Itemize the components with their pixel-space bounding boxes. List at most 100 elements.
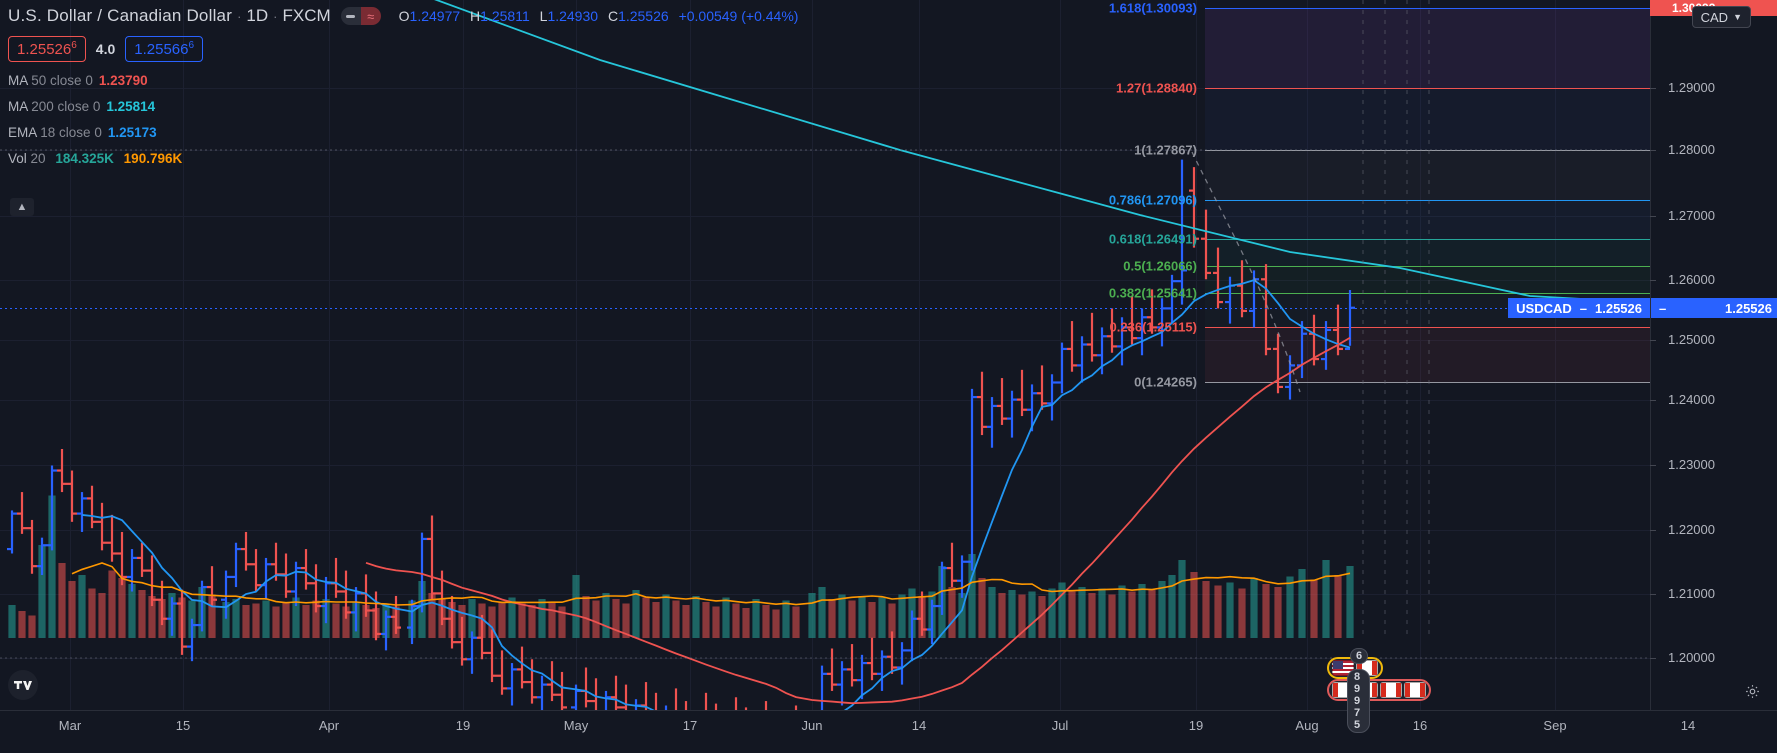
ohlc-bar (1007, 390, 1017, 438)
volume-bar (968, 554, 976, 638)
volume-bar (28, 615, 36, 638)
chart-plot-area[interactable]: 1.618(1.30093) 1.27(1.28840) 1(1.27867) 0.7… (0, 0, 1650, 710)
tick-dash (1650, 150, 1656, 151)
time-axis-tick: 14 (911, 718, 927, 733)
volume-bar (78, 575, 86, 638)
fib-label-1: 1(1.27867) (1134, 142, 1197, 158)
ohlc-bar (1107, 308, 1117, 353)
ohlc-bar (867, 637, 877, 681)
volume-bar (1138, 584, 1146, 638)
price-axis-tick: 1.29000 (1650, 79, 1777, 97)
fib-line-1.618[interactable] (1205, 8, 1650, 9)
ohlc-bar (341, 570, 351, 619)
ohlc-bar (1027, 384, 1037, 432)
ohlc-bar (1067, 321, 1077, 372)
ohlc-bar (1117, 317, 1127, 366)
bid-price-badge[interactable]: 1.255266 (8, 36, 86, 62)
series-style-button[interactable]: ≈ (360, 7, 381, 25)
time-axis-tick: Mar (58, 718, 82, 733)
ohlc-bar (321, 576, 331, 624)
volume-bar (48, 495, 56, 638)
gridline-vertical (690, 0, 691, 710)
current-price-tag[interactable]: – 1.25526 (1651, 298, 1777, 319)
legend-row-ma-0[interactable]: MA 50 close 0 1.23790 (8, 73, 798, 88)
ohlc-bar (301, 549, 311, 590)
time-axis[interactable]: Mar 15 Apr 19 May 17 Jun 14 Jul 19 Aug 16 Sep 14 (0, 710, 1777, 752)
volume-bar (888, 603, 896, 638)
volume-bar (1078, 587, 1086, 638)
volume-bar (1178, 560, 1186, 638)
currency-dropdown[interactable]: CAD ▼ (1691, 6, 1751, 28)
indicator-legend-list: MA 50 close 0 1.23790 MA 200 close 0 1.2581… (8, 73, 798, 140)
ohlc-bar (527, 659, 537, 704)
high-value: 1.25811 (480, 8, 530, 24)
volume-bar (592, 600, 600, 638)
legend-row-ema-2[interactable]: EMA 18 close 0 1.25173 (8, 125, 798, 140)
price-axis-tick: 1.22000 (1650, 521, 1777, 539)
volume-bar (272, 606, 280, 638)
fib-label-0.236: 0.236(1.25115) (1109, 319, 1197, 335)
tick-label: 1.21000 (1668, 586, 1715, 601)
tick-label: 1.24000 (1668, 392, 1715, 407)
fib-line-1.27[interactable] (1205, 88, 1650, 89)
volume-sub: 20 (30, 151, 46, 166)
tick-label: 1.20000 (1668, 650, 1715, 665)
volume-bar (762, 605, 770, 638)
volume-bar (362, 605, 370, 638)
indicator-params: 18 close 0 (40, 125, 102, 140)
ohlc-bar (1057, 342, 1067, 394)
volume-bar (662, 594, 670, 638)
volume-bar (1214, 585, 1222, 638)
price-axis[interactable]: 1.30093 CAD ▼ 1.290001.280001.270001.260… (1650, 0, 1777, 710)
gridline-vertical (70, 0, 71, 710)
legend-row-volume[interactable]: Vol 20 184.325K 190.796K (8, 151, 798, 166)
chevron-up-icon[interactable]: ▲ (10, 198, 34, 216)
fib-line-0.786[interactable] (1205, 200, 1650, 201)
volume-bar (838, 594, 846, 638)
gridline-vertical (919, 0, 920, 710)
hide-series-button[interactable] (340, 7, 361, 25)
tick-label: 1.25000 (1668, 332, 1715, 347)
gridline-vertical (329, 0, 330, 710)
volume-bar (1322, 560, 1330, 638)
fib-label-0: 0(1.24265) (1134, 374, 1197, 390)
volume-bar (262, 600, 270, 638)
tick-dash (1650, 280, 1656, 281)
legend-row-ma-1[interactable]: MA 200 close 0 1.25814 (8, 99, 798, 114)
symbol-title[interactable]: U.S. Dollar / Canadian Dollar (8, 6, 233, 25)
volume-bar (1008, 590, 1016, 638)
volume-bar (572, 575, 580, 638)
ohlc-bar (1321, 321, 1331, 370)
fib-line-0.382[interactable] (1205, 293, 1650, 294)
volume-bar (1088, 593, 1096, 638)
volume-bar (1018, 594, 1026, 638)
symbol-tag-dash: – (1579, 300, 1587, 316)
volume-bar (508, 597, 516, 638)
event-flag-group-bottom[interactable] (1327, 679, 1431, 701)
ohlc-bar (1345, 290, 1355, 351)
exchange-label[interactable]: FXCM (282, 6, 331, 25)
volume-ma-value: 190.796K (123, 151, 183, 166)
fib-line-0.5[interactable] (1205, 266, 1650, 267)
volume-bar (222, 602, 230, 638)
volume-bar (848, 600, 856, 638)
tradingview-logo[interactable] (8, 670, 38, 700)
ohlc-bar (37, 537, 47, 576)
fib-line-1[interactable] (1205, 150, 1650, 151)
time-axis-tick: 17 (682, 718, 698, 733)
gear-icon[interactable] (1741, 680, 1763, 702)
gridline-vertical (576, 0, 577, 710)
fib-label-1.618: 1.618(1.30093) (1108, 0, 1197, 16)
volume-bar (1298, 569, 1306, 638)
ask-price-badge[interactable]: 1.255666 (125, 36, 204, 62)
fib-line-0.236[interactable] (1205, 327, 1650, 328)
current-price-symbol-tag[interactable]: USDCAD – 1.25526 (1508, 298, 1650, 319)
fib-line-0[interactable] (1205, 382, 1650, 383)
tick-dash (1650, 340, 1656, 341)
gridline-horizontal (0, 400, 1650, 401)
ohlc-bar (457, 616, 467, 666)
volume-bar (818, 587, 826, 638)
ask-superscript: 6 (188, 40, 195, 51)
fib-line-0.618[interactable] (1205, 239, 1650, 240)
interval-label[interactable]: 1D (246, 6, 269, 25)
